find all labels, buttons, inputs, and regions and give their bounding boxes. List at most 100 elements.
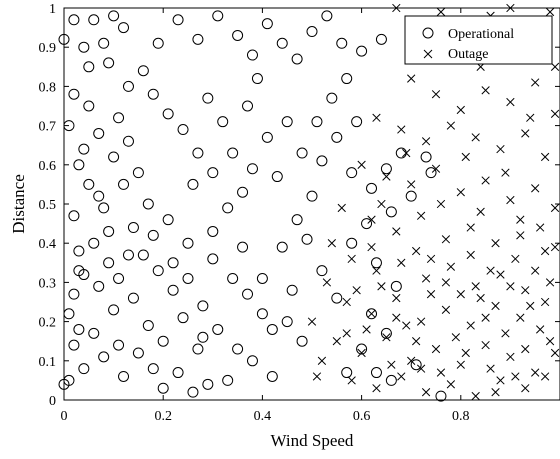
outage-point [476, 207, 485, 216]
outage-point [397, 125, 406, 134]
operational-point [331, 131, 343, 143]
outage-point [506, 195, 515, 205]
operational-point [68, 210, 80, 222]
x-tick-label: 0.6 [353, 409, 371, 424]
outage-point [441, 278, 451, 287]
outage-point [431, 344, 441, 354]
operational-point [98, 351, 110, 363]
outage-point [337, 203, 346, 213]
outage-point [486, 266, 495, 275]
outage-point [531, 184, 540, 193]
outage-point [446, 262, 456, 271]
operational-point [276, 37, 288, 49]
x-tick-label: 0.8 [452, 409, 470, 424]
operational-point [251, 73, 263, 85]
operational-point [227, 147, 239, 159]
operational-point [331, 292, 343, 304]
outage-point [476, 293, 485, 303]
series-operational [58, 10, 447, 402]
operational-point [142, 320, 154, 332]
operational-point [276, 241, 288, 253]
outage-point [521, 129, 530, 138]
x-tick-label: 0 [61, 409, 68, 424]
y-tick-label: 0.4 [39, 237, 57, 252]
y-tick-label: 0.3 [39, 276, 57, 291]
operational-point [162, 214, 174, 226]
operational-point [336, 37, 348, 49]
operational-point [93, 190, 105, 202]
operational-point [366, 182, 378, 194]
operational-point [147, 88, 159, 100]
operational-point [296, 147, 308, 159]
operational-point [301, 233, 313, 245]
y-tick-label: 0.5 [39, 198, 57, 213]
operational-point [83, 178, 95, 190]
outage-point [436, 199, 446, 209]
operational-point [187, 178, 199, 190]
outage-point [377, 282, 386, 291]
outage-point [451, 333, 460, 342]
operational-point [316, 265, 328, 277]
y-tick-label: 0 [49, 394, 56, 409]
y-axis-title: Distance [9, 174, 28, 233]
operational-point [182, 272, 194, 284]
operational-point [370, 257, 382, 269]
outage-point [332, 337, 341, 346]
operational-point [192, 147, 204, 159]
outage-point [521, 384, 530, 393]
operational-point [162, 108, 174, 120]
operational-point [122, 80, 134, 92]
outage-point [372, 384, 381, 393]
outage-point [491, 301, 500, 311]
operational-point [122, 249, 134, 261]
operational-point [172, 367, 184, 379]
outage-point [540, 152, 550, 162]
outage-point [402, 148, 411, 158]
outage-point [456, 105, 465, 115]
operational-point [177, 124, 189, 136]
operational-point [237, 186, 249, 198]
operational-point [311, 116, 323, 128]
operational-point [78, 363, 90, 375]
outage-point [511, 372, 520, 381]
operational-point [346, 167, 358, 179]
y-tick-label: 0.6 [39, 159, 57, 174]
outage-point [506, 97, 515, 107]
operational-point [147, 363, 159, 375]
operational-point [222, 374, 234, 386]
outage-point [421, 137, 431, 146]
outage-point [312, 372, 322, 381]
outage-point [382, 333, 391, 342]
operational-point [316, 155, 328, 167]
outage-point [441, 235, 451, 244]
outage-point [501, 168, 510, 177]
outage-point [446, 380, 456, 389]
outage-point [412, 337, 421, 346]
y-tick-label: 0.8 [39, 80, 57, 95]
y-tick-label: 1 [49, 2, 56, 17]
operational-point [385, 374, 397, 386]
operational-point [83, 61, 95, 73]
operational-point [197, 300, 209, 312]
operational-point [167, 257, 179, 269]
operational-point [346, 237, 358, 249]
operational-point [266, 323, 278, 335]
operational-point [167, 284, 179, 296]
operational-point [78, 143, 90, 155]
operational-point [222, 202, 234, 214]
operational-point [281, 116, 293, 128]
outage-point [466, 250, 475, 260]
outage-point [481, 176, 490, 185]
operational-point [271, 171, 283, 183]
outage-point [531, 78, 540, 87]
outage-point [436, 368, 446, 377]
outage-point [421, 388, 431, 397]
outage-point [416, 211, 426, 220]
outage-point [516, 313, 525, 322]
outage-point [436, 7, 446, 17]
operational-point [93, 127, 105, 139]
outage-point [431, 90, 441, 99]
operational-point [370, 367, 382, 379]
operational-point [118, 22, 130, 34]
